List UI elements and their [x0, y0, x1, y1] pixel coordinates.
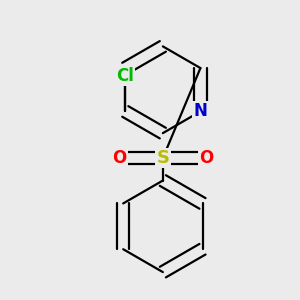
Text: Cl: Cl	[116, 67, 134, 85]
Text: S: S	[156, 149, 170, 167]
Text: O: O	[199, 149, 213, 167]
Text: O: O	[112, 149, 127, 167]
Text: N: N	[194, 102, 207, 120]
